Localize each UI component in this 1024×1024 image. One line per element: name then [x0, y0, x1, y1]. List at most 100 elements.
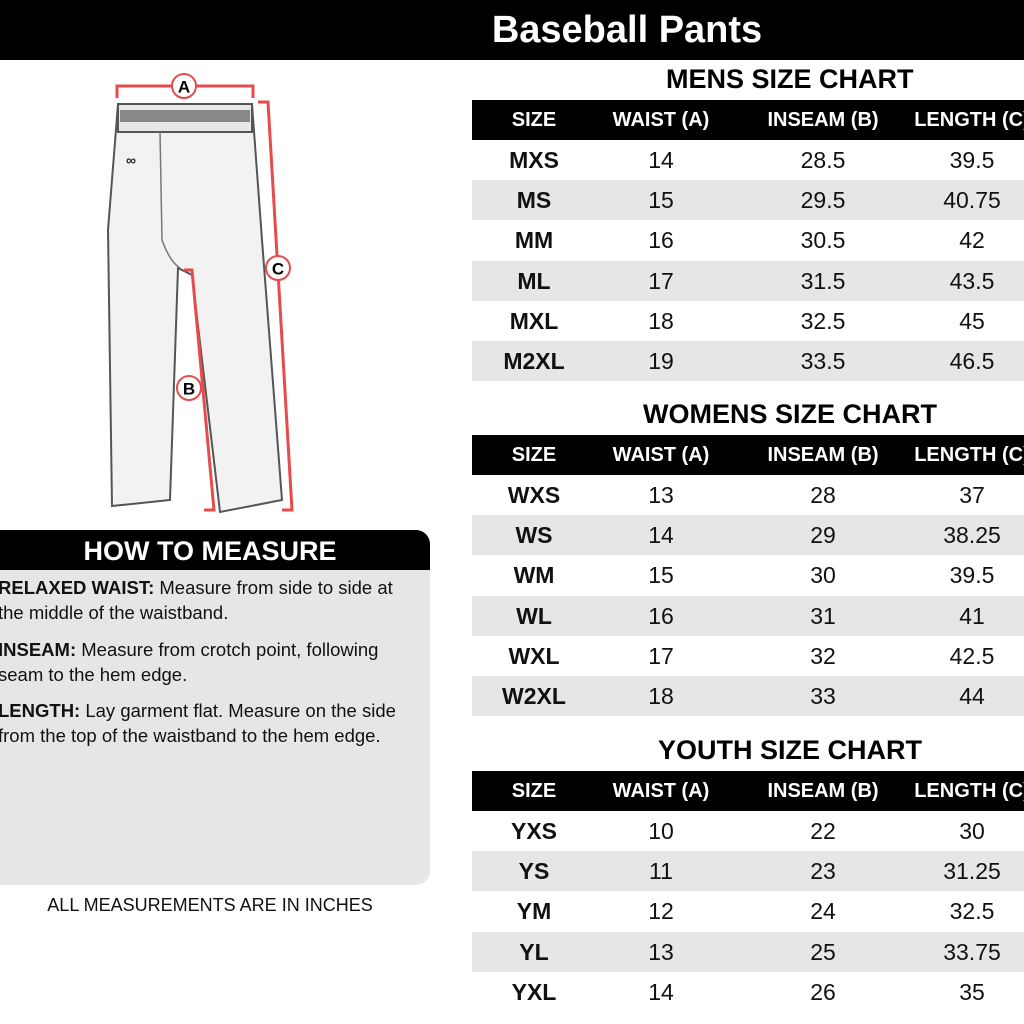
table-cell: YXS [510, 818, 558, 844]
units-note: ALL MEASUREMENTS ARE IN INCHES [47, 895, 373, 915]
table-cell: 19 [648, 348, 674, 374]
table-cell: 32.5 [800, 307, 846, 334]
table-cell: 11 [649, 858, 673, 885]
table-cell: 31 [810, 602, 836, 629]
table-cell: 43.5 [949, 267, 995, 294]
marker-label: C [272, 260, 284, 279]
table-cell: MS [516, 187, 552, 214]
table-row: MS 15 29.5 40.75 [472, 180, 1024, 221]
table-cell: 15 [648, 562, 674, 589]
marker-label: B [183, 380, 195, 399]
table-cell: 18 [648, 683, 674, 709]
table-cell: 31.25 [943, 858, 1001, 885]
table-cell: YS [518, 858, 550, 885]
table-cell: 29.5 [800, 187, 846, 214]
table-header: SIZE WAIST (A) INSEAM (B) LENGTH (C) [472, 771, 1024, 811]
table-row: WXL 17 32 42.5 [472, 636, 1024, 676]
table-row: MM 16 30.5 42 [472, 220, 1024, 260]
header-cell: INSEAM (B) [767, 444, 879, 466]
table-cell: MXS [509, 147, 559, 173]
header-cell: INSEAM (B) [767, 109, 879, 131]
header-cell: SIZE [511, 444, 557, 466]
table-cell: W2XL [502, 683, 566, 709]
table-cell: 24 [810, 898, 836, 925]
table-cell: 14 [648, 522, 674, 549]
header-cell: LENGTH (C) [914, 109, 1024, 131]
table-cell: WL [516, 602, 552, 629]
table-header: SIZE WAIST (A) INSEAM (B) LENGTH (C) [472, 100, 1024, 140]
table-row: WL 16 31 41 [472, 595, 1024, 636]
table-cell: 13 [648, 482, 674, 508]
table-cell: WXS [507, 482, 561, 508]
table-cell: 23 [810, 858, 836, 885]
header-cell: SIZE [511, 780, 557, 802]
header-cell: LENGTH (C) [914, 780, 1024, 802]
belt [120, 110, 250, 122]
item-text: Measure from side to side at the middle … [0, 577, 393, 623]
table-cell: 46.5 [949, 348, 995, 374]
table-cell: 10 [648, 818, 674, 844]
table-title: MENS SIZE CHART [666, 64, 914, 94]
table-cell: 17 [648, 267, 674, 294]
table-cell: WS [515, 522, 553, 549]
table-cell: MXL [509, 307, 559, 334]
item-text: Lay garment flat. Measure on the side fr… [0, 700, 396, 746]
table-cell: 25 [810, 938, 836, 965]
table-cell: 16 [648, 227, 674, 254]
table-cell: 39.5 [949, 562, 995, 589]
item-label: LENGTH: [0, 700, 81, 721]
table-cell: 31.5 [800, 267, 846, 294]
table-cell: 30 [959, 818, 985, 844]
table-cell: 30 [810, 562, 836, 589]
measure-panel [0, 530, 430, 885]
header-cell: WAIST (A) [612, 444, 710, 466]
marker-label: A [178, 78, 190, 97]
table-row: YXL 14 26 35 [472, 972, 1024, 1012]
table-cell: 14 [648, 147, 674, 173]
table-cell: 15 [648, 187, 674, 214]
table-title: YOUTH SIZE CHART [658, 735, 923, 765]
header-cell: WAIST (A) [612, 109, 710, 131]
title-bar [0, 0, 1024, 60]
measure-title: HOW TO MEASURE [83, 536, 337, 566]
table-cell: 28.5 [800, 147, 846, 173]
table-cell: 14 [648, 978, 674, 1005]
table-cell: 45 [959, 307, 985, 334]
page-title: Baseball Pants [491, 9, 763, 51]
table-row: WS 14 29 38.25 [472, 515, 1024, 556]
measure-item: INSEAM: Measure from crotch point, follo… [0, 637, 423, 687]
table-cell: 35 [959, 978, 985, 1005]
table-row: YL 13 25 33.75 [472, 931, 1024, 972]
table-cell: WM [513, 562, 555, 589]
table-cell: YM [516, 898, 552, 925]
table-row: W2XL 18 33 44 [472, 676, 1024, 716]
table-row: YS 11 23 31.25 [472, 851, 1024, 892]
header-cell: WAIST (A) [612, 780, 710, 802]
table-row: M2XL 19 33.5 46.5 [472, 341, 1024, 381]
table-cell: YL [519, 938, 549, 965]
table-cell: 39.5 [949, 147, 995, 173]
logo: ∞ [126, 152, 136, 168]
table-cell: 12 [648, 898, 674, 925]
table-cell: YXL [511, 978, 557, 1005]
table-row: WM 15 30 39.5 [472, 555, 1024, 595]
table-header: SIZE WAIST (A) INSEAM (B) LENGTH (C) [472, 435, 1024, 475]
item-text: Measure from crotch point, following sea… [0, 639, 379, 685]
table-cell: 33 [810, 683, 836, 709]
table-title: WOMENS SIZE CHART [643, 399, 937, 429]
table-cell: 38.25 [943, 522, 1001, 549]
header-cell: SIZE [511, 109, 557, 131]
table-row: YM 12 24 32.5 [472, 891, 1024, 931]
table-cell: 40.75 [943, 187, 1001, 214]
table-cell: 42.5 [949, 642, 995, 669]
table-cell: WXL [508, 642, 560, 669]
table-cell: 30.5 [800, 227, 846, 254]
table-cell: ML [517, 267, 551, 294]
table-cell: 17 [648, 642, 674, 669]
item-label: INSEAM: [0, 639, 77, 660]
table-row: MXS 14 28.5 39.5 [472, 140, 1024, 180]
table-cell: 32 [810, 642, 836, 669]
table-cell: 37 [959, 482, 985, 508]
